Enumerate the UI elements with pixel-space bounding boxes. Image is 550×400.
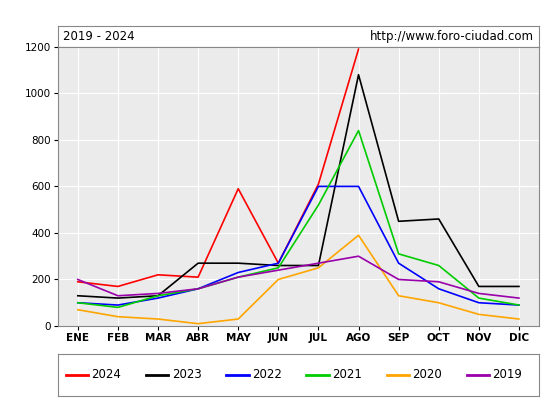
Line: 2021: 2021 [78,130,519,307]
2024 [74,279,81,284]
2020 [155,317,161,322]
2024 [235,186,241,191]
2020 [315,266,322,270]
2020 [275,277,282,282]
2021 [74,300,81,305]
2023 [476,284,482,289]
2019 [155,291,161,296]
2022 [516,303,522,308]
2020 [516,317,522,322]
2019 [436,279,442,284]
2022 [275,261,282,266]
2023 [275,263,282,268]
2019 [516,296,522,300]
2023 [436,216,442,221]
Text: 2024: 2024 [91,368,122,382]
2022 [155,296,161,300]
2022 [114,303,121,308]
2024 [315,182,322,186]
2023 [355,72,362,77]
Line: 2023: 2023 [78,75,519,298]
Line: 2019: 2019 [78,256,519,298]
2024 [155,272,161,277]
2021 [436,263,442,268]
2021 [516,303,522,308]
Text: 2019 - 2024: 2019 - 2024 [63,30,134,43]
2019 [114,293,121,298]
2023 [195,261,201,266]
Text: 2022: 2022 [252,368,282,382]
Text: Evolucion Nº Turistas Nacionales en el municipio de Burón: Evolucion Nº Turistas Nacionales en el m… [62,3,488,19]
2022 [355,184,362,189]
Line: 2024: 2024 [78,49,359,286]
Text: 2021: 2021 [332,368,362,382]
2023 [516,284,522,289]
Line: 2022: 2022 [78,186,519,305]
2023 [235,261,241,266]
2022 [315,184,322,189]
2022 [235,270,241,275]
2020 [355,233,362,238]
2023 [155,293,161,298]
2021 [315,203,322,208]
2020 [235,317,241,322]
2020 [74,307,81,312]
Text: http://www.foro-ciudad.com: http://www.foro-ciudad.com [370,30,534,43]
2020 [114,314,121,319]
2020 [195,321,201,326]
2019 [275,268,282,272]
2021 [235,275,241,280]
2021 [195,286,201,291]
2022 [195,286,201,291]
2024 [275,261,282,266]
2019 [476,291,482,296]
2022 [476,300,482,305]
2023 [315,263,322,268]
2021 [355,128,362,133]
2020 [476,312,482,317]
2021 [155,293,161,298]
2021 [275,266,282,270]
2019 [315,261,322,266]
2020 [436,300,442,305]
2021 [476,296,482,300]
Line: 2020: 2020 [78,235,519,324]
2019 [355,254,362,258]
2024 [355,47,362,52]
Text: 2020: 2020 [412,368,442,382]
2022 [74,300,81,305]
Text: 2019: 2019 [492,368,522,382]
2022 [436,286,442,291]
2021 [114,305,121,310]
2024 [195,275,201,280]
2022 [395,261,402,266]
2019 [235,275,241,280]
Text: 2023: 2023 [172,368,201,382]
2023 [395,219,402,224]
2024 [114,284,121,289]
2023 [114,296,121,300]
2019 [195,286,201,291]
2023 [74,293,81,298]
2020 [395,293,402,298]
2021 [395,252,402,256]
2019 [395,277,402,282]
2019 [74,277,81,282]
